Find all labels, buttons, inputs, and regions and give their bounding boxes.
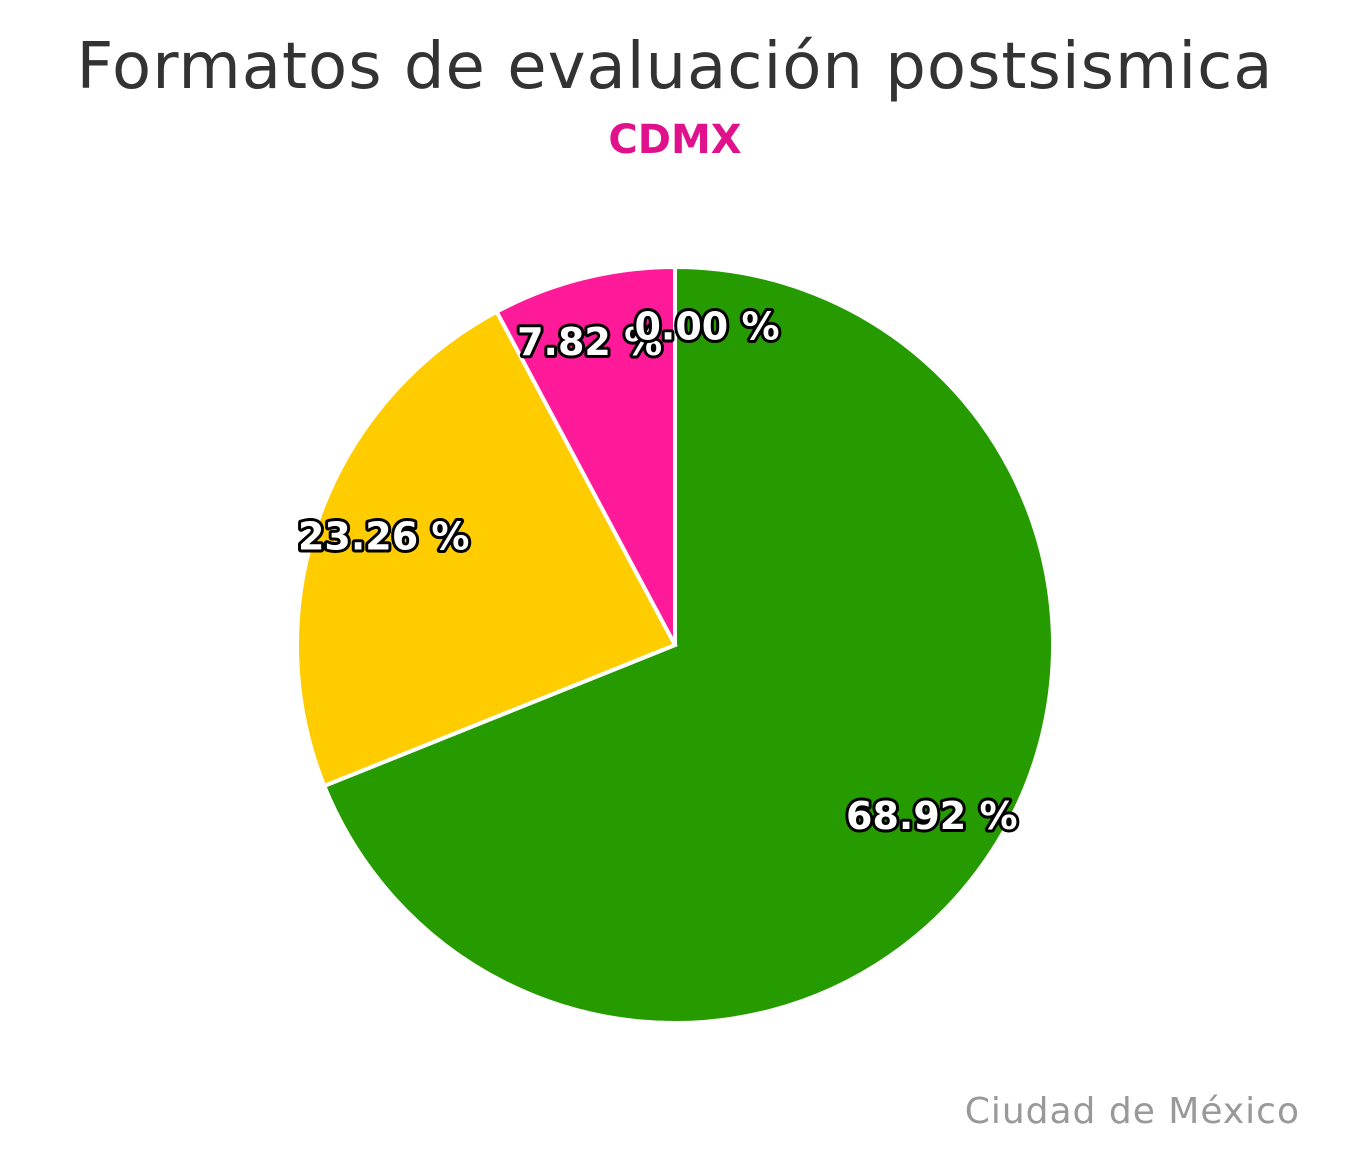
pie-labels: 68.92 % 23.26 % 7.82 %0.00 %	[295, 302, 1021, 842]
pie-slice-1[interactable]	[295, 309, 678, 789]
slice-label-2: 7.82 %	[517, 320, 662, 364]
pie-slices	[295, 264, 1055, 1025]
slice-label-3: 0.00 %	[634, 305, 779, 349]
pie-slice-2[interactable]	[493, 264, 677, 646]
slice-label-1: 23.26 %	[298, 515, 470, 559]
credits-text: Ciudad de México	[964, 1091, 1300, 1132]
pie-slice-0[interactable]	[321, 264, 1055, 1025]
chart-subtitle: CDMX	[608, 117, 742, 163]
slice-label-0: 68.92 %	[846, 794, 1018, 838]
chart-title: Formatos de evaluación postsismica	[76, 30, 1274, 104]
